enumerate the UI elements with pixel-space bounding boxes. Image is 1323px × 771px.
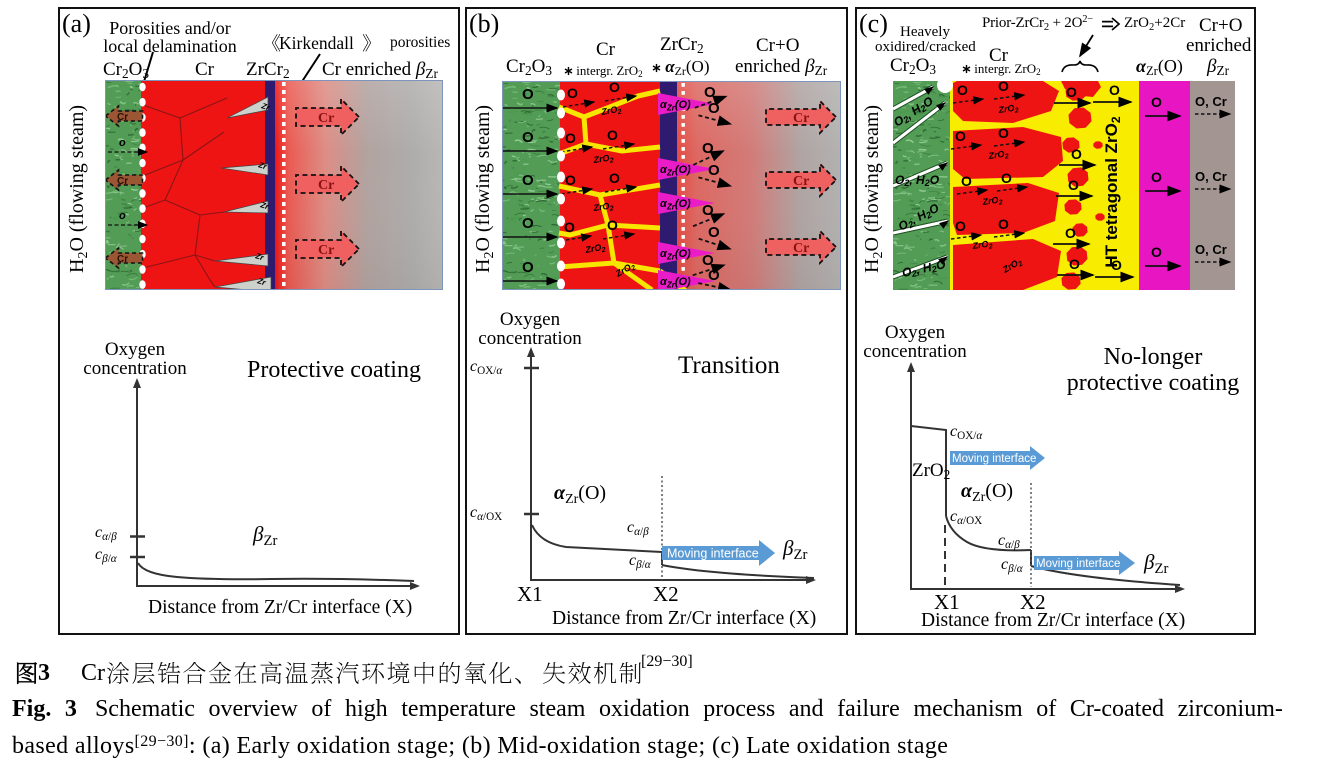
svg-text:O, Cr: O, Cr	[1195, 242, 1227, 257]
svg-text:o: o	[119, 210, 126, 222]
svg-text:O: O	[1109, 82, 1120, 98]
svg-text:O: O	[708, 100, 720, 117]
svg-text:O: O	[961, 173, 972, 189]
svg-text:O: O	[702, 140, 714, 157]
svg-text:Cr: Cr	[793, 241, 809, 256]
svg-text:αZr(O): αZr(O)	[660, 276, 691, 290]
svg-text:O: O	[522, 259, 534, 276]
svg-text:O: O	[1151, 244, 1162, 260]
svg-text:O: O	[702, 202, 714, 219]
svg-text:O: O	[1066, 84, 1077, 100]
svg-text:O: O	[1071, 146, 1082, 162]
svg-text:O: O	[1001, 170, 1012, 186]
svg-text:O: O	[702, 252, 714, 269]
svg-text:Cr: Cr	[793, 174, 809, 189]
svg-text:O: O	[704, 84, 716, 101]
svg-text:O: O	[607, 217, 618, 233]
svg-text:Zr: Zr	[253, 251, 265, 263]
svg-text:O: O	[955, 218, 966, 234]
svg-text:HT tetragonal ZrO2: HT tetragonal ZrO2	[1102, 116, 1123, 268]
svg-text:O: O	[957, 82, 968, 98]
svg-text:O: O	[1111, 257, 1122, 273]
svg-text:O: O	[522, 215, 534, 232]
svg-text:o: o	[119, 137, 126, 149]
svg-text:Zr: Zr	[256, 160, 268, 172]
svg-text:O, Cr: O, Cr	[1195, 169, 1227, 184]
svg-text:Moving interface: Moving interface	[952, 453, 1036, 465]
svg-text:O: O	[607, 127, 618, 143]
svg-text:O: O	[708, 267, 720, 284]
svg-text:O: O	[1068, 177, 1079, 193]
svg-text:Cr: Cr	[318, 243, 334, 258]
svg-text:Zr: Zr	[259, 101, 271, 113]
svg-text:O: O	[609, 81, 620, 95]
svg-text:O: O	[708, 162, 720, 179]
svg-text:Moving interface: Moving interface	[1036, 558, 1120, 570]
svg-text:Cr: Cr	[117, 112, 128, 123]
svg-text:O: O	[998, 125, 1009, 141]
svg-text:O: O	[567, 85, 578, 101]
svg-text:Moving interface: Moving interface	[667, 547, 759, 561]
svg-text:O: O	[1065, 225, 1076, 241]
svg-text:αZr(O): αZr(O)	[660, 198, 691, 212]
svg-text:Cr: Cr	[793, 111, 809, 126]
svg-text:O: O	[1151, 94, 1162, 110]
svg-text:O: O	[522, 86, 534, 103]
svg-text:Zr: Zr	[258, 200, 270, 212]
svg-text:O: O	[1151, 169, 1162, 185]
svg-text:Cr: Cr	[318, 178, 334, 193]
svg-text:O: O	[1069, 256, 1080, 272]
svg-text:αZr(O): αZr(O)	[660, 164, 691, 178]
svg-text:O: O	[609, 170, 620, 186]
svg-text:O: O	[998, 216, 1009, 232]
svg-text:O: O	[955, 128, 966, 144]
svg-text:Cr: Cr	[117, 176, 128, 187]
svg-text:O: O	[998, 81, 1009, 94]
svg-text:Cr: Cr	[117, 254, 128, 265]
svg-text:Cr: Cr	[318, 111, 334, 126]
svg-text:O: O	[708, 224, 720, 241]
svg-text:Zr: Zr	[255, 276, 267, 288]
svg-text:O: O	[565, 172, 576, 188]
svg-text:O: O	[565, 130, 576, 146]
svg-text:O: O	[522, 129, 534, 146]
svg-text:O, Cr: O, Cr	[1195, 94, 1227, 109]
svg-text:αZr(O): αZr(O)	[660, 248, 691, 262]
svg-text:O: O	[522, 172, 534, 189]
svg-text:O: O	[564, 219, 575, 235]
svg-text:O2, H2O: O2, H2O	[895, 173, 940, 188]
svg-text:αZr(O): αZr(O)	[660, 99, 691, 113]
